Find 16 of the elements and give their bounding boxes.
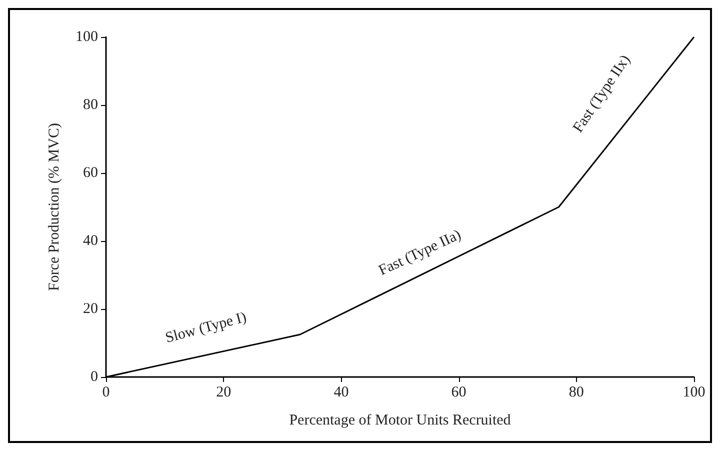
- y-tick-label: 40: [83, 233, 98, 249]
- x-tick-label: 0: [102, 384, 110, 400]
- annotation: Slow (Type I): [164, 310, 248, 346]
- y-axis-title: Force Production (% MVC): [46, 123, 62, 291]
- annotation: Fast (Type IIa): [376, 226, 464, 280]
- y-tick-label: 0: [90, 369, 98, 385]
- x-tick-label: 40: [334, 384, 349, 400]
- x-tick-label: 80: [568, 384, 584, 400]
- x-tick-label: 100: [682, 384, 706, 400]
- x-tick-label: 60: [451, 384, 466, 400]
- y-tick-label: 20: [83, 301, 98, 317]
- y-tick-label: 80: [83, 97, 98, 113]
- x-axis-title: Percentage of Motor Units Recruited: [289, 412, 512, 428]
- y-tick-label: 100: [76, 29, 98, 45]
- x-tick-label: 20: [216, 384, 232, 400]
- y-tick-label: 60: [83, 165, 98, 181]
